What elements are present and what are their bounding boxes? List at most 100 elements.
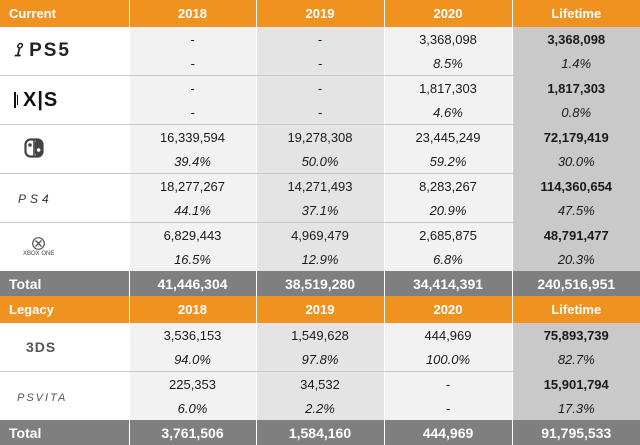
- table-row: 16,339,594 19,278,308 23,445,249 72,179,…: [0, 124, 640, 174]
- units-cell: 23,445,249: [384, 124, 513, 149]
- table-row: 16.5% 12.9% 6.8% 20.3%: [0, 247, 640, 271]
- share-cell: -: [256, 51, 385, 76]
- table-row: 39.4% 50.0% 59.2% 30.0%: [0, 149, 640, 174]
- section-label-legacy: Legacy: [0, 296, 130, 323]
- share-cell: 6.0%: [129, 396, 257, 420]
- table-row: XBOX ONE 6,829,443 4,969,479 2,685,875 4…: [0, 222, 640, 271]
- share-cell: 4.6%: [384, 100, 513, 125]
- units-cell: 3,368,098: [384, 27, 513, 51]
- xbox-series-xs-logo-icon: X|S: [14, 89, 58, 111]
- units-cell: 1,549,628: [256, 323, 385, 347]
- share-cell: 16.5%: [129, 247, 257, 271]
- legacy-total-row: Total 3,761,506 1,584,160 444,969 91,795…: [0, 420, 640, 445]
- column-header-2018: 2018: [129, 0, 257, 27]
- total-label: Total: [0, 420, 130, 445]
- units-cell: 34,532: [256, 371, 385, 396]
- ps-vita-logo-icon: PSVITA: [17, 391, 68, 404]
- lifetime-units-cell: 72,179,419: [512, 124, 640, 149]
- units-cell: -: [129, 75, 257, 100]
- units-cell: 8,283,267: [384, 173, 513, 198]
- table-row: 3DS 3,536,153 1,549,628 444,969 75,893,7…: [0, 323, 640, 372]
- lifetime-units-cell: 114,360,654: [512, 173, 640, 198]
- column-header-lifetime: Lifetime: [512, 296, 640, 323]
- platform-logo-cell: PS4: [0, 173, 130, 223]
- table-row: - - 8.5% 1.4%: [0, 51, 640, 76]
- total-cell: 38,519,280: [256, 271, 385, 296]
- share-cell: 44.1%: [129, 198, 257, 223]
- share-cell: -: [129, 100, 257, 125]
- units-cell: -: [256, 75, 385, 100]
- lifetime-share-cell: 82.7%: [512, 347, 640, 372]
- total-cell: 3,761,506: [129, 420, 257, 445]
- table-row: PSVITA 225,353 34,532 - 15,901,794: [0, 371, 640, 420]
- lifetime-units-cell: 1,817,303: [512, 75, 640, 100]
- units-cell: 2,685,875: [384, 222, 513, 247]
- share-cell: 97.8%: [256, 347, 385, 372]
- column-header-2018: 2018: [129, 296, 257, 323]
- lifetime-share-cell: 1.4%: [512, 51, 640, 76]
- units-cell: 4,969,479: [256, 222, 385, 247]
- units-cell: 3,536,153: [129, 323, 257, 347]
- platform-logo-cell: ⟟ PS5: [0, 27, 130, 76]
- total-cell: 34,414,391: [384, 271, 513, 296]
- table-row: ⟟ PS5 - - 3,368,098 3,368,098: [0, 27, 640, 76]
- share-cell: 37.1%: [256, 198, 385, 223]
- table-row: 6.0% 2.2% - 17.3%: [0, 396, 640, 420]
- current-total-row: Total 41,446,304 38,519,280 34,414,391 2…: [0, 271, 640, 296]
- total-cell: 240,516,951: [512, 271, 640, 296]
- table-row: PS4 18,277,267 14,271,493 8,283,267 114,…: [0, 173, 640, 223]
- platform-logo-cell: X|S: [0, 75, 130, 125]
- share-cell: 8.5%: [384, 51, 513, 76]
- total-cell: 1,584,160: [256, 420, 385, 445]
- lifetime-share-cell: 17.3%: [512, 396, 640, 420]
- total-cell: 444,969: [384, 420, 513, 445]
- lifetime-units-cell: 3,368,098: [512, 27, 640, 51]
- share-cell: 100.0%: [384, 347, 513, 372]
- total-cell: 91,795,533: [512, 420, 640, 445]
- units-cell: -: [384, 371, 513, 396]
- lifetime-units-cell: 48,791,477: [512, 222, 640, 247]
- units-cell: 1,817,303: [384, 75, 513, 100]
- nintendo-switch-logo-icon: [24, 137, 44, 161]
- share-cell: -: [129, 51, 257, 76]
- playstation-5-logo-icon: ⟟ PS5: [14, 40, 71, 61]
- units-cell: 16,339,594: [129, 124, 257, 149]
- current-header-row: Current 2018 2019 2020 Lifetime: [0, 0, 640, 27]
- platform-logo-cell: [0, 124, 130, 174]
- section-label-current: Current: [0, 0, 130, 27]
- share-cell: 59.2%: [384, 149, 513, 174]
- table-row: 94.0% 97.8% 100.0% 82.7%: [0, 347, 640, 372]
- lifetime-share-cell: 20.3%: [512, 247, 640, 271]
- share-cell: 20.9%: [384, 198, 513, 223]
- platform-logo-cell: XBOX ONE: [0, 222, 130, 271]
- column-header-2020: 2020: [384, 296, 513, 323]
- table-row: - - 4.6% 0.8%: [0, 100, 640, 125]
- lifetime-share-cell: 30.0%: [512, 149, 640, 174]
- column-header-2020: 2020: [384, 0, 513, 27]
- share-cell: 39.4%: [129, 149, 257, 174]
- lifetime-units-cell: 75,893,739: [512, 323, 640, 347]
- nintendo-3ds-logo-icon: 3DS: [26, 339, 57, 355]
- table-row: 44.1% 37.1% 20.9% 47.5%: [0, 198, 640, 223]
- units-cell: 6,829,443: [129, 222, 257, 247]
- share-cell: 50.0%: [256, 149, 385, 174]
- share-cell: -: [256, 100, 385, 125]
- lifetime-share-cell: 47.5%: [512, 198, 640, 223]
- share-cell: 12.9%: [256, 247, 385, 271]
- units-cell: 19,278,308: [256, 124, 385, 149]
- lifetime-units-cell: 15,901,794: [512, 371, 640, 396]
- units-cell: -: [256, 27, 385, 51]
- share-cell: 94.0%: [129, 347, 257, 372]
- units-cell: 225,353: [129, 371, 257, 396]
- playstation-4-logo-icon: PS4: [18, 191, 53, 206]
- platform-logo-cell: PSVITA: [0, 371, 130, 420]
- total-cell: 41,446,304: [129, 271, 257, 296]
- share-cell: 6.8%: [384, 247, 513, 271]
- table-row: X|S - - 1,817,303 1,817,303: [0, 75, 640, 125]
- column-header-2019: 2019: [256, 296, 385, 323]
- share-cell: -: [384, 396, 513, 420]
- column-header-lifetime: Lifetime: [512, 0, 640, 27]
- units-cell: 444,969: [384, 323, 513, 347]
- share-cell: 2.2%: [256, 396, 385, 420]
